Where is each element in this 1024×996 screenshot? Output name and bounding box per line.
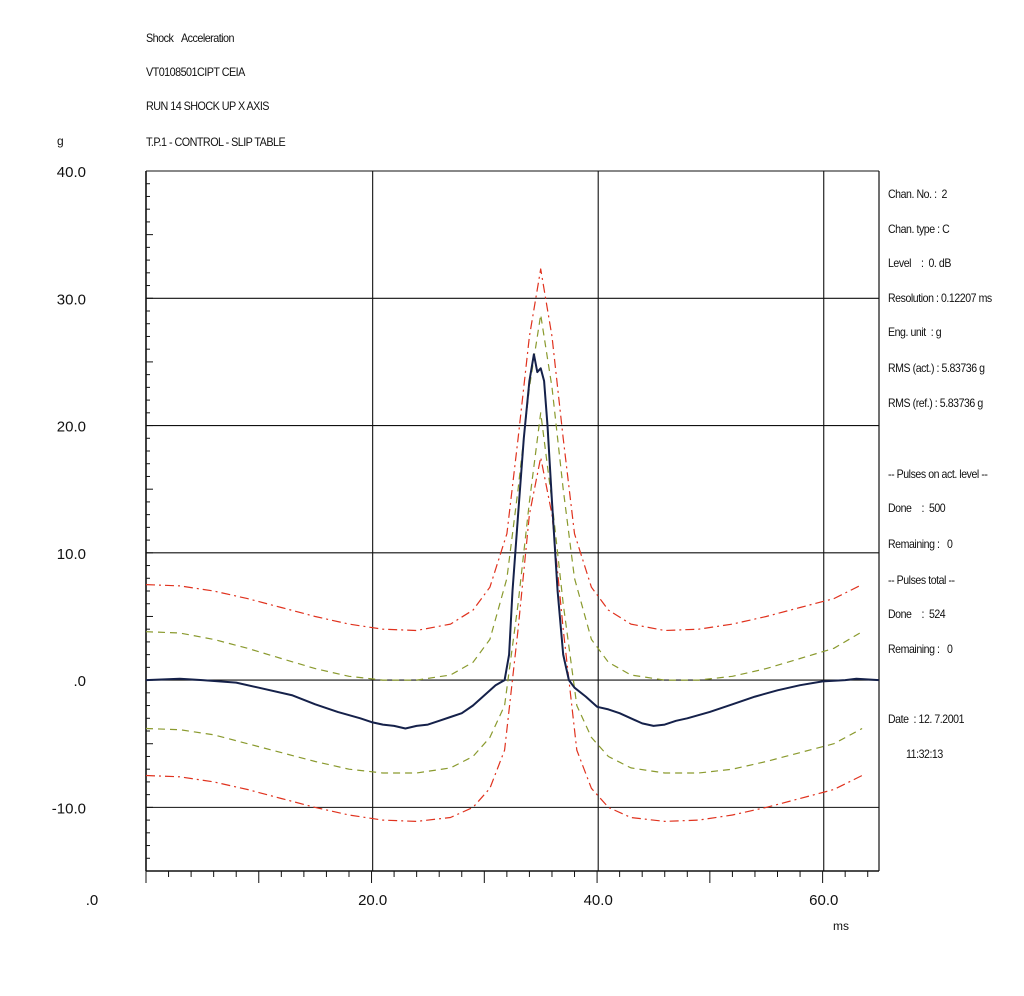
y-tick-label: 30.0 xyxy=(57,291,86,308)
y-tick-label: .0 xyxy=(73,673,86,690)
test-point: T.P.1 - CONTROL - SLIP TABLE xyxy=(146,135,286,149)
time: 11:32:13 xyxy=(906,747,943,761)
level: Level : 0. dB xyxy=(888,256,951,270)
pulses-total-header: -- Pulses total -- xyxy=(888,573,955,587)
upper-alarm-limit-line xyxy=(145,314,863,681)
resolution: Resolution : 0.12207 ms xyxy=(888,291,992,305)
upper-abort-limit-line xyxy=(145,268,863,632)
grid xyxy=(145,170,880,872)
lower-alarm-limit-line xyxy=(145,412,863,774)
test-id: VT0108501CIPT CEIA xyxy=(146,65,245,79)
y-tick-label: 40.0 xyxy=(57,164,86,181)
x-tick-label: 20.0 xyxy=(358,892,387,909)
pulses-total-remaining: Remaining : 0 xyxy=(888,642,953,656)
date: Date : 12. 7.2001 xyxy=(888,712,965,726)
pulses-done: Done : 500 xyxy=(888,501,946,515)
chart-title-acceleration: Acceleration xyxy=(181,31,234,45)
pulses-act-header: -- Pulses on act. level -- xyxy=(888,467,988,481)
y-tick-label: 20.0 xyxy=(57,419,86,436)
lower-abort-limit-line xyxy=(145,456,863,823)
axis-tick-labels: 40.0 30.0 20.0 10.0 .0 -10.0 .0 20.0 40.0 60.0 xyxy=(52,164,839,909)
x-tick-label: .0 xyxy=(86,892,99,909)
pulses-remaining: Remaining : 0 xyxy=(888,537,953,551)
pulses-total-done: Done : 524 xyxy=(888,607,946,621)
y-tick-label: 10.0 xyxy=(57,546,86,563)
chan-no: Chan. No. : 2 xyxy=(888,187,948,201)
y-tick-label: -10.0 xyxy=(52,800,86,817)
y-axis-unit: g xyxy=(57,134,64,148)
eng-unit: Eng. unit : g xyxy=(888,325,942,339)
chart-title-shock: Shock xyxy=(146,31,174,45)
series-lines xyxy=(145,268,880,823)
x-tick-label: 40.0 xyxy=(584,892,613,909)
run-description: RUN 14 SHOCK UP X AXIS xyxy=(146,99,270,113)
chan-type: Chan. type : C xyxy=(888,222,950,236)
measured-acceleration-line xyxy=(145,353,880,730)
rms-actual: RMS (act.) : 5.83736 g xyxy=(888,361,985,375)
axis-ticks xyxy=(145,170,869,883)
x-axis-unit: ms xyxy=(833,919,849,933)
rms-reference: RMS (ref.) : 5.83736 g xyxy=(888,396,983,410)
x-tick-label: 60.0 xyxy=(809,892,838,909)
